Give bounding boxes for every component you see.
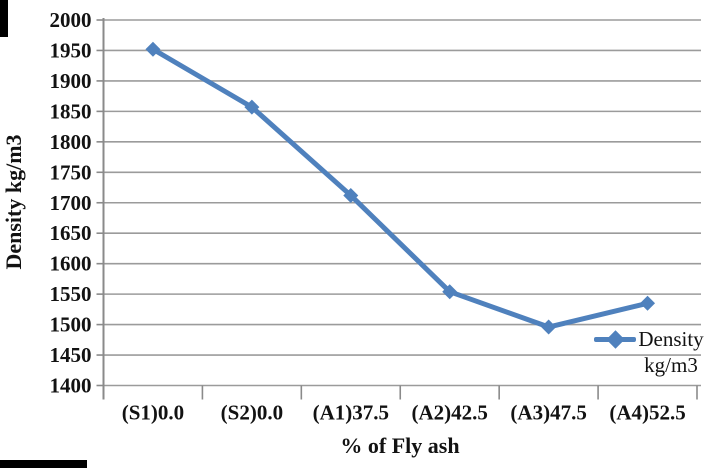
x-tick-label: (A4)52.5	[609, 401, 685, 425]
x-tick-label: (S2)0.0	[221, 401, 283, 425]
data-point-marker	[343, 187, 359, 203]
x-tick-label: (S1)0.0	[122, 401, 184, 425]
legend-series-label: Density kg/m3	[638, 327, 704, 377]
y-tick-label: 2000	[50, 8, 92, 32]
y-tick-label: 1650	[50, 221, 92, 245]
legend: Density kg/m3	[594, 326, 704, 378]
x-tick-label: (A3)47.5	[510, 401, 586, 425]
y-tick-label: 1550	[50, 282, 92, 306]
data-point-marker	[640, 295, 656, 311]
y-tick-label: 1850	[50, 99, 92, 123]
y-tick-label: 1900	[50, 69, 92, 93]
legend-marker	[594, 326, 636, 352]
y-tick-label: 1700	[50, 191, 92, 215]
y-tick-label: 1450	[50, 343, 92, 367]
legend-diamond-icon	[606, 330, 625, 349]
scan-artifact-bottom-left	[0, 460, 87, 468]
x-tick-label: (A2)42.5	[412, 401, 488, 425]
y-tick-label: 1800	[50, 130, 92, 154]
y-tick-label: 1400	[50, 374, 92, 398]
y-tick-label: 1950	[50, 38, 92, 62]
data-point-marker	[541, 319, 557, 335]
y-tick-label: 1600	[50, 252, 92, 276]
x-tick-label: (A1)37.5	[313, 401, 389, 425]
series-line	[150, 46, 651, 330]
data-point-marker	[145, 41, 161, 57]
scan-artifact-top-left	[0, 0, 8, 37]
x-axis-title: % of Fly ash	[340, 433, 460, 458]
data-point-marker	[244, 99, 260, 115]
y-axis-title: Density kg/m3	[1, 134, 26, 270]
data-point-marker	[442, 284, 458, 300]
y-tick-label: 1500	[50, 313, 92, 337]
y-tick-label: 1750	[50, 160, 92, 184]
